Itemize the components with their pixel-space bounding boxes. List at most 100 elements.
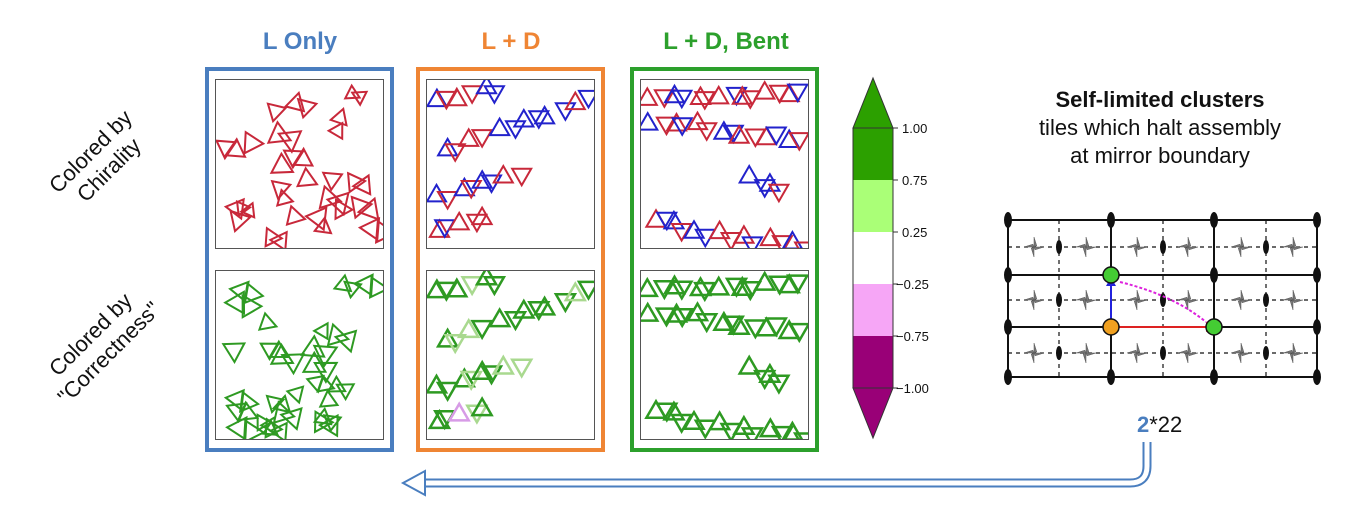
tile-outline bbox=[318, 184, 343, 210]
tile-outline bbox=[722, 124, 745, 145]
tile-outline bbox=[641, 86, 659, 106]
pinwheel-motif bbox=[1230, 243, 1242, 248]
pinwheel-motif bbox=[1136, 299, 1148, 304]
panel-bent-chirality bbox=[640, 79, 809, 249]
panel-l-plus-d-chirality bbox=[426, 79, 595, 249]
tile-outline bbox=[356, 196, 380, 221]
tile-outline bbox=[512, 298, 536, 319]
tile-outline bbox=[793, 241, 808, 248]
pinwheel-motif bbox=[1230, 296, 1242, 301]
tile-outline bbox=[283, 90, 306, 113]
tile-outline bbox=[280, 353, 306, 376]
tile-outline bbox=[670, 307, 694, 329]
orbifold-label: 2*22 bbox=[1137, 412, 1182, 438]
tile-outline bbox=[771, 235, 794, 248]
tile-outline bbox=[322, 414, 343, 433]
tile-outline bbox=[732, 224, 756, 244]
pinwheel-motif bbox=[1085, 236, 1090, 248]
tile-outline bbox=[654, 307, 679, 328]
tile-outline bbox=[787, 322, 808, 344]
tile-outline bbox=[459, 370, 483, 391]
pinwheel-motif bbox=[1282, 349, 1294, 354]
tile-outline bbox=[753, 80, 777, 100]
tile-outline bbox=[445, 86, 469, 107]
tile-outline bbox=[503, 310, 528, 332]
tile-outline bbox=[368, 275, 383, 300]
colorbar-tick-1: 1.00 bbox=[902, 121, 928, 136]
rotation-center-marker bbox=[1313, 267, 1321, 283]
tile-outline bbox=[694, 312, 719, 334]
rotation-center-marker bbox=[1210, 369, 1218, 385]
rotation-center-marker bbox=[1004, 369, 1012, 385]
right-title-bold: Self-limited clusters bbox=[1055, 87, 1265, 112]
tile-outline bbox=[276, 130, 303, 154]
tile-outline bbox=[786, 274, 808, 295]
tile-outline bbox=[727, 124, 751, 144]
pinwheel-motif bbox=[1177, 349, 1189, 354]
rotation-center-marker bbox=[1056, 240, 1062, 254]
tile-outline bbox=[491, 354, 515, 375]
pinwheel-motif bbox=[1082, 352, 1087, 364]
tile-outline bbox=[753, 369, 777, 391]
pinwheel-motif bbox=[1187, 289, 1192, 301]
rotation-center-marker bbox=[1210, 212, 1218, 228]
rotation-center-marker bbox=[1160, 240, 1166, 254]
tile-outline bbox=[436, 136, 459, 157]
tile-outline bbox=[268, 230, 288, 248]
pinwheel-motif bbox=[1282, 296, 1294, 301]
colorbar-tick-6: −1.00 bbox=[896, 381, 929, 396]
tile-outline bbox=[333, 329, 358, 354]
pinwheel-motif bbox=[1289, 352, 1294, 364]
tile-outline bbox=[758, 172, 782, 192]
tile-outline bbox=[243, 281, 265, 305]
pinwheel-motif bbox=[1075, 243, 1087, 248]
tile-outline bbox=[316, 373, 336, 393]
tile-outline bbox=[510, 358, 534, 379]
rotation-center-marker bbox=[1160, 346, 1166, 360]
tile-outline bbox=[764, 317, 788, 338]
tile-outline bbox=[686, 110, 709, 131]
frame-l-plus-d bbox=[416, 67, 605, 452]
pinwheel-motif bbox=[1085, 289, 1090, 301]
tile-outline bbox=[457, 127, 480, 147]
orbifold-suffix: *22 bbox=[1149, 412, 1183, 437]
tile-outline bbox=[712, 310, 736, 331]
pinwheel-motif bbox=[1177, 243, 1189, 248]
tile-outline bbox=[724, 277, 749, 298]
tile-outline bbox=[328, 107, 348, 127]
tile-outline bbox=[257, 311, 279, 331]
pinwheel-motif bbox=[1075, 296, 1087, 301]
tile-outline bbox=[482, 275, 507, 297]
tile-outline bbox=[781, 420, 804, 439]
tile-outline bbox=[318, 388, 340, 408]
colorbar-tick-4: −0.25 bbox=[896, 277, 929, 292]
tile-outline bbox=[236, 400, 260, 422]
tile-outline bbox=[553, 293, 578, 314]
pinwheel-motif bbox=[1030, 246, 1035, 258]
tile-outline bbox=[335, 383, 356, 402]
pinwheel-motif bbox=[1030, 299, 1035, 311]
green-site bbox=[1102, 266, 1120, 284]
tile-outline bbox=[737, 163, 761, 184]
pinwheel-motif bbox=[1133, 299, 1138, 311]
rotation-center-marker bbox=[1313, 319, 1321, 335]
rotation-center-marker bbox=[1107, 369, 1115, 385]
pinwheel-motif bbox=[1240, 299, 1252, 304]
pinwheel-motif bbox=[1282, 243, 1294, 248]
right-title: Self-limited clusters tiles which halt a… bbox=[1000, 86, 1320, 170]
pinwheel-motif bbox=[1292, 299, 1304, 304]
tile-outline bbox=[272, 400, 297, 425]
pinwheel-motif bbox=[1237, 352, 1242, 364]
pinwheel-motif bbox=[1085, 246, 1097, 251]
tile-outline bbox=[670, 280, 694, 301]
tile-outline bbox=[664, 302, 689, 323]
pinwheel-motif bbox=[1184, 352, 1189, 364]
pinwheel-motif bbox=[1237, 299, 1242, 311]
tile-outline bbox=[533, 104, 556, 125]
tile-outline bbox=[223, 137, 247, 158]
tile-outline bbox=[470, 129, 494, 149]
pinwheel-motif bbox=[1136, 246, 1148, 251]
tile-outline bbox=[695, 122, 718, 142]
tile-outline bbox=[460, 85, 484, 105]
pinwheel-motif bbox=[1187, 352, 1199, 357]
